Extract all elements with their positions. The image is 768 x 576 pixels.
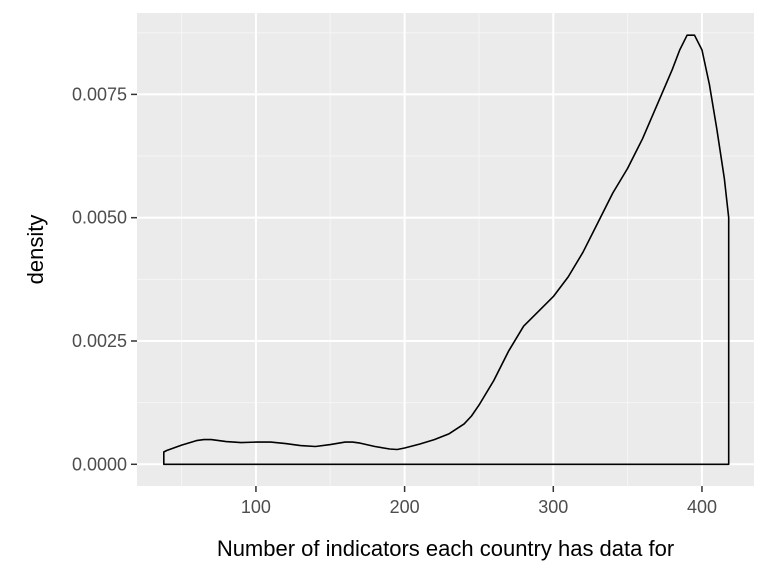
x-tick-label: 400: [687, 497, 717, 517]
x-axis-title: Number of indicators each country has da…: [217, 536, 674, 561]
density-area: [163, 34, 730, 466]
y-axis: 0.0000 0.0025 0.0050 0.0075: [72, 84, 137, 474]
x-tick-label: 300: [538, 497, 568, 517]
x-axis: 100 200 300 400: [241, 486, 717, 517]
grid-minor: [137, 13, 754, 486]
y-tick-label: 0.0075: [72, 84, 127, 104]
y-tick-label: 0.0025: [72, 331, 127, 351]
series-layer: [163, 34, 730, 466]
y-tick-label: 0.0050: [72, 208, 127, 228]
y-tick-label: 0.0000: [72, 454, 127, 474]
y-axis-title: density: [23, 215, 48, 285]
plot-panel: [137, 13, 754, 486]
x-tick-label: 100: [241, 497, 271, 517]
x-tick-label: 200: [390, 497, 420, 517]
